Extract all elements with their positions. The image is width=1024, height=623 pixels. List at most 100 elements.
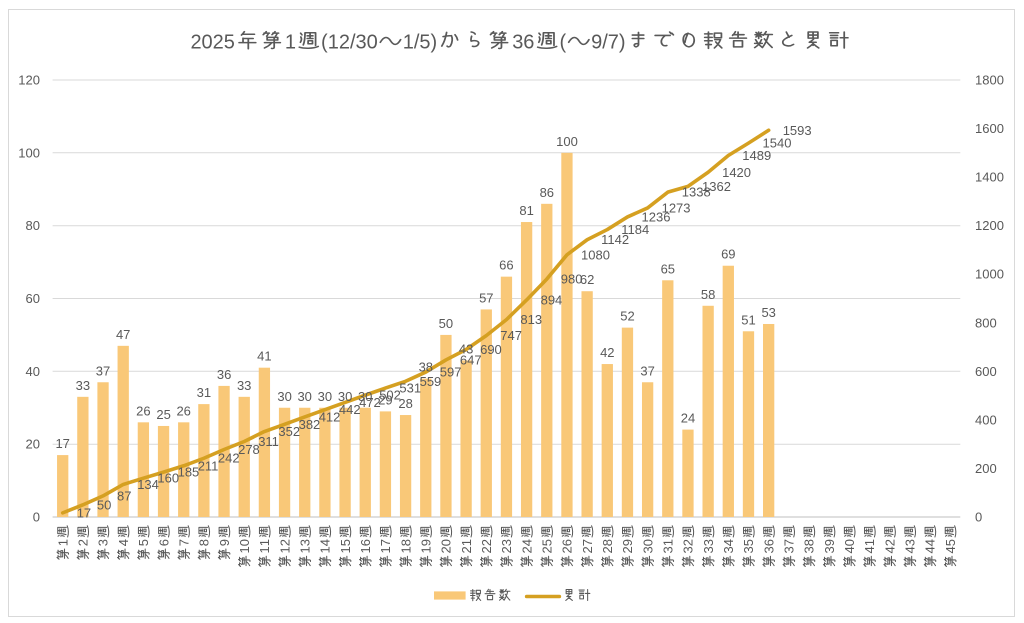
svg-text:17: 17 xyxy=(77,505,91,520)
svg-text:3: 3 xyxy=(681,546,696,553)
svg-text:647: 647 xyxy=(460,352,482,367)
svg-text:242: 242 xyxy=(218,451,240,466)
svg-text:311: 311 xyxy=(258,434,279,449)
svg-text:4: 4 xyxy=(721,539,736,546)
svg-text:3: 3 xyxy=(761,546,776,553)
svg-text:53: 53 xyxy=(761,305,775,320)
svg-text:36: 36 xyxy=(512,31,534,53)
svg-text:472: 472 xyxy=(359,395,381,410)
svg-text:0: 0 xyxy=(439,539,454,546)
svg-text:1: 1 xyxy=(398,546,413,553)
svg-text:(12/30: (12/30 xyxy=(321,31,378,53)
svg-text:2: 2 xyxy=(479,546,494,553)
svg-text:30: 30 xyxy=(338,389,352,404)
svg-text:3: 3 xyxy=(661,546,676,553)
svg-text:185: 185 xyxy=(178,465,200,480)
svg-text:1200: 1200 xyxy=(975,218,1004,233)
svg-text:3: 3 xyxy=(721,546,736,553)
svg-text:2: 2 xyxy=(277,539,292,546)
svg-text:69: 69 xyxy=(721,247,735,262)
svg-text:1338: 1338 xyxy=(682,185,711,200)
svg-text:1: 1 xyxy=(237,546,252,553)
svg-text:5: 5 xyxy=(741,539,756,546)
svg-text:800: 800 xyxy=(975,315,997,330)
svg-text:1142: 1142 xyxy=(601,232,629,247)
svg-text:8: 8 xyxy=(197,539,212,546)
svg-text:0: 0 xyxy=(237,539,252,546)
svg-text:4: 4 xyxy=(318,539,333,546)
svg-text:31: 31 xyxy=(197,385,211,400)
svg-text:1: 1 xyxy=(257,539,272,546)
svg-text:50: 50 xyxy=(97,497,111,512)
svg-text:1: 1 xyxy=(257,546,272,553)
svg-text:65: 65 xyxy=(661,261,675,276)
svg-text:2: 2 xyxy=(620,546,635,553)
svg-text:20: 20 xyxy=(26,437,40,452)
svg-text:1273: 1273 xyxy=(662,200,691,215)
svg-text:1000: 1000 xyxy=(975,267,1004,282)
svg-text:382: 382 xyxy=(299,417,321,432)
svg-text:30: 30 xyxy=(297,389,311,404)
svg-text:2: 2 xyxy=(882,539,897,546)
svg-text:30: 30 xyxy=(358,389,372,404)
svg-text:8: 8 xyxy=(398,539,413,546)
svg-text:1: 1 xyxy=(277,546,292,553)
svg-text:980: 980 xyxy=(561,272,583,287)
svg-text:2025: 2025 xyxy=(190,31,235,53)
svg-text:442: 442 xyxy=(339,402,361,417)
svg-text:4: 4 xyxy=(116,539,131,546)
svg-text:9: 9 xyxy=(217,539,232,546)
svg-text:9: 9 xyxy=(822,539,837,546)
svg-text:1489: 1489 xyxy=(742,148,771,163)
svg-text:1: 1 xyxy=(459,539,474,546)
svg-text:1184: 1184 xyxy=(621,222,649,237)
svg-text:2: 2 xyxy=(600,546,615,553)
svg-text:100: 100 xyxy=(556,134,578,149)
svg-text:2: 2 xyxy=(681,539,696,546)
svg-text:1420: 1420 xyxy=(722,165,751,180)
svg-text:3: 3 xyxy=(822,546,837,553)
svg-text:2: 2 xyxy=(76,539,91,546)
svg-text:50: 50 xyxy=(439,316,453,331)
svg-text:3: 3 xyxy=(297,539,312,546)
svg-text:211: 211 xyxy=(198,458,219,473)
svg-text:1080: 1080 xyxy=(581,247,610,262)
svg-text:25: 25 xyxy=(156,407,170,422)
svg-text:1593: 1593 xyxy=(783,123,812,138)
svg-text:81: 81 xyxy=(519,203,533,218)
svg-text:3: 3 xyxy=(96,539,111,546)
svg-text:0: 0 xyxy=(640,539,655,546)
svg-text:58: 58 xyxy=(701,287,715,302)
svg-text:8: 8 xyxy=(600,539,615,546)
svg-text:1540: 1540 xyxy=(763,136,792,151)
svg-text:52: 52 xyxy=(620,309,634,324)
svg-text:60: 60 xyxy=(26,291,40,306)
svg-text:42: 42 xyxy=(600,345,614,360)
svg-text:7: 7 xyxy=(176,539,191,546)
svg-text:352: 352 xyxy=(278,424,300,439)
svg-text:57: 57 xyxy=(479,290,493,305)
svg-text:1800: 1800 xyxy=(975,73,1004,88)
svg-text:7: 7 xyxy=(580,539,595,546)
svg-text:9: 9 xyxy=(620,539,635,546)
svg-text:1: 1 xyxy=(358,546,373,553)
svg-text:87: 87 xyxy=(117,488,131,503)
svg-text:1: 1 xyxy=(297,546,312,553)
svg-text:4: 4 xyxy=(923,539,938,546)
svg-text:120: 120 xyxy=(18,73,40,88)
svg-text:80: 80 xyxy=(26,218,40,233)
svg-text:4: 4 xyxy=(903,546,918,553)
svg-text:6: 6 xyxy=(156,539,171,546)
svg-text:28: 28 xyxy=(398,396,412,411)
svg-text:412: 412 xyxy=(319,410,341,425)
svg-text:278: 278 xyxy=(238,442,260,457)
svg-text:894: 894 xyxy=(541,293,563,308)
svg-text:3: 3 xyxy=(701,546,716,553)
svg-text:1: 1 xyxy=(318,546,333,553)
svg-text:2: 2 xyxy=(539,546,554,553)
svg-text:9/7): 9/7) xyxy=(591,31,625,53)
svg-text:100: 100 xyxy=(18,145,40,160)
svg-text:7: 7 xyxy=(378,539,393,546)
svg-text:0: 0 xyxy=(975,510,982,525)
svg-text:2: 2 xyxy=(560,546,575,553)
